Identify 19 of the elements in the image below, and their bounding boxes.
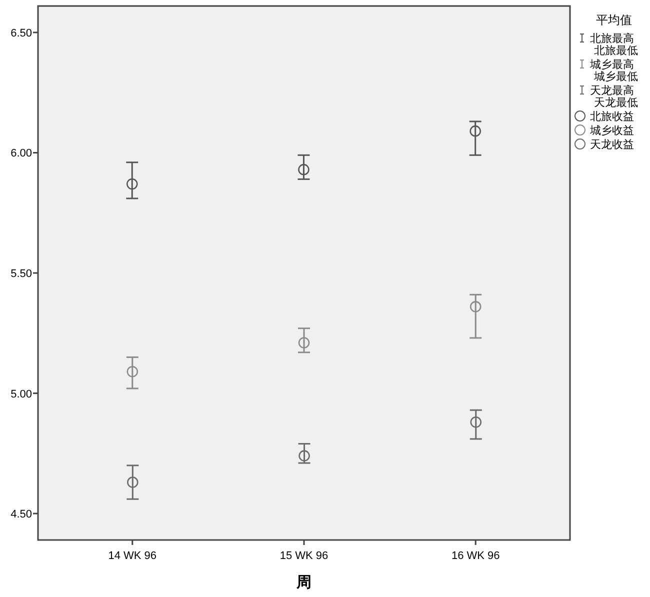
legend-title: 平均值: [596, 13, 632, 27]
legend-label: 天龙最低: [594, 97, 638, 109]
legend-label: 北旅最高: [590, 33, 634, 45]
legend-label: 天龙最高: [590, 85, 634, 97]
ytick-label: 4.50: [10, 508, 32, 521]
legend-label: 天龙收益: [590, 139, 634, 151]
legend-label: 城乡收益: [590, 125, 634, 137]
legend-label: 北旅最低: [594, 45, 638, 57]
legend-label: 城乡最高: [590, 59, 634, 71]
xtick-label: 15 WK 96: [280, 550, 328, 562]
ytick-label: 6.00: [10, 148, 32, 160]
ytick-label: 5.00: [10, 388, 32, 400]
xtick-label: 16 WK 96: [451, 550, 500, 562]
xtick-label: 14 WK 96: [108, 550, 157, 562]
legend-label: 北旅收益: [590, 111, 634, 123]
ytick-label: 5.50: [10, 268, 32, 280]
legend-label: 城乡最低: [594, 71, 638, 83]
x-axis-title: 周: [296, 574, 312, 591]
ytick-label: 6.50: [10, 27, 32, 40]
